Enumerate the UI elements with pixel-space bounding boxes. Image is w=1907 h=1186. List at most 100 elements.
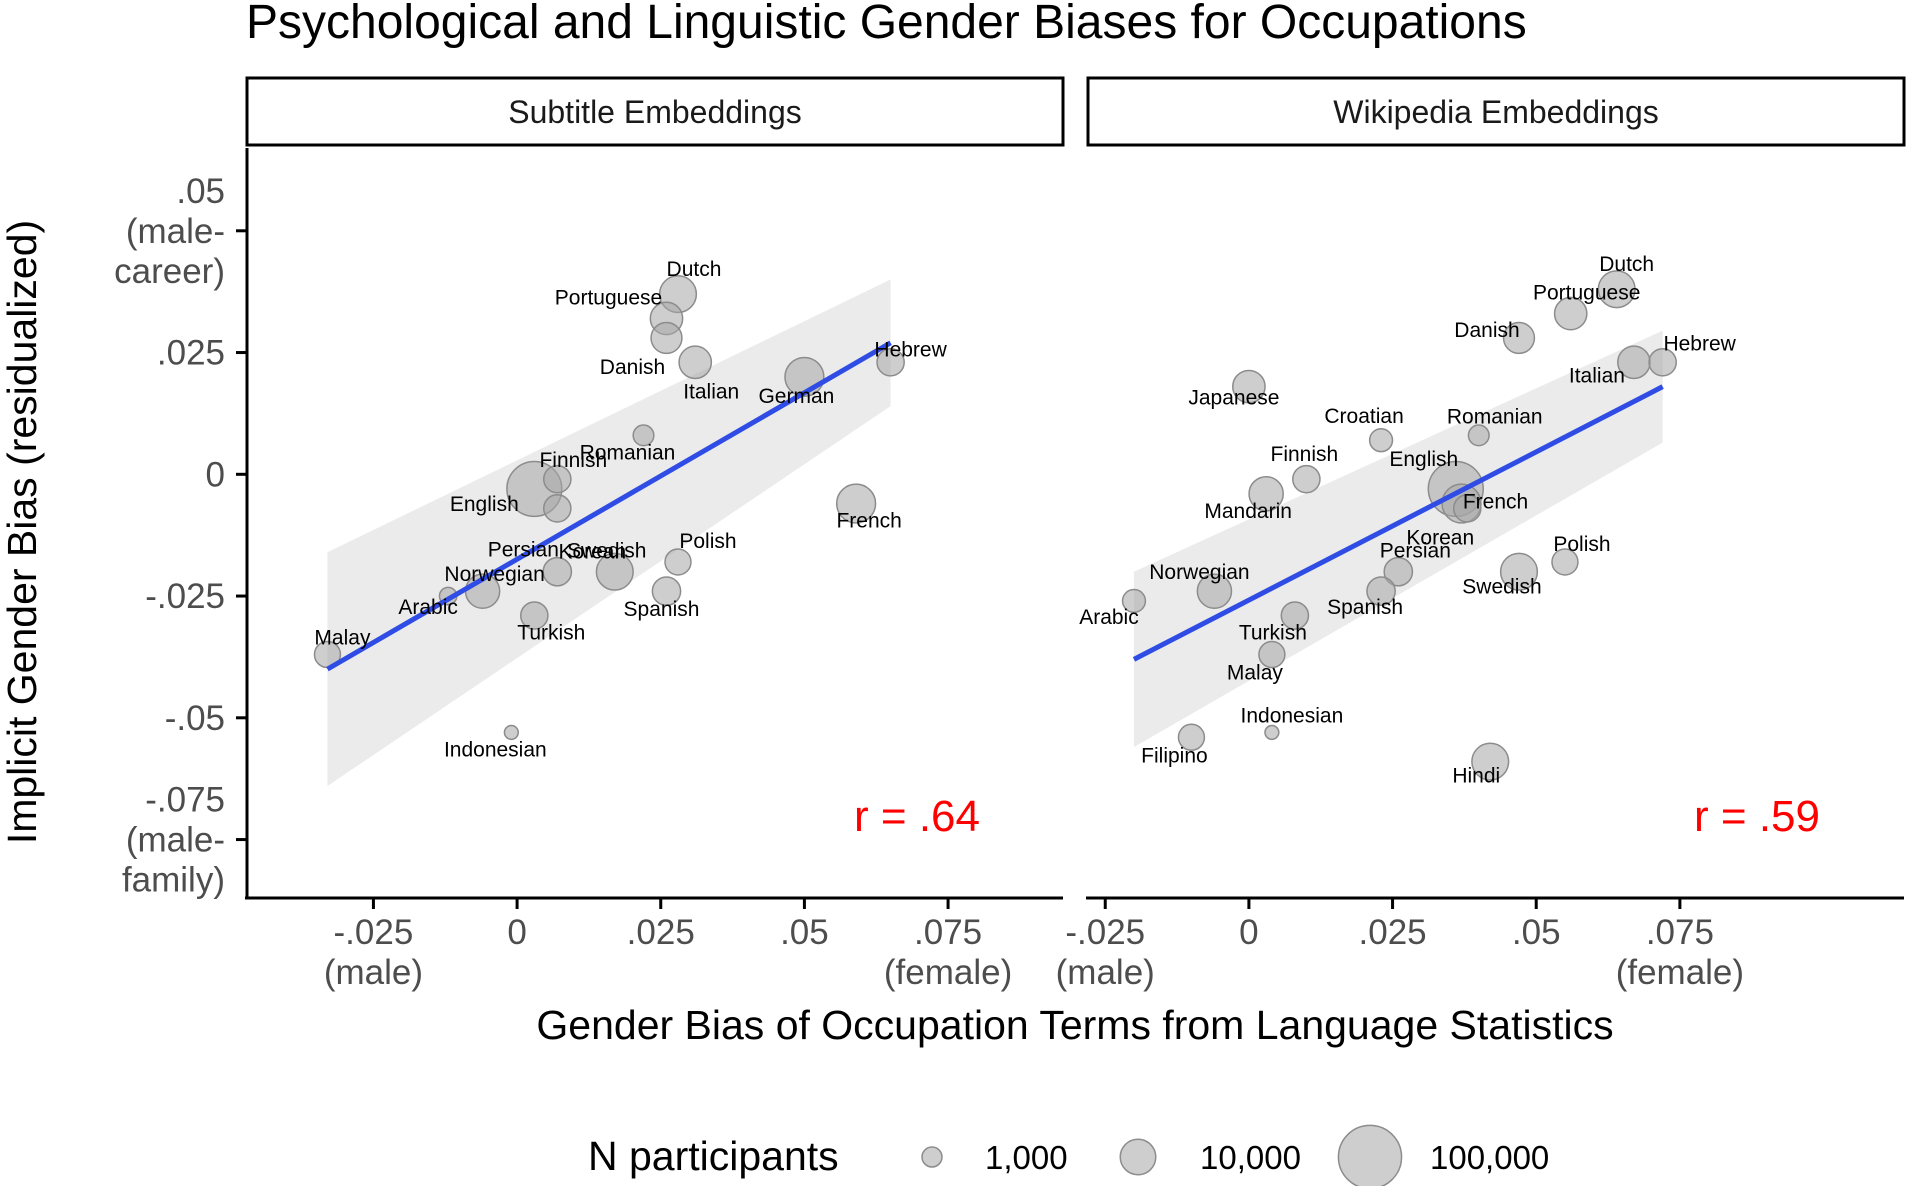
label-finnish: Finnish xyxy=(539,449,607,472)
x-tick-label: -.025 xyxy=(1065,913,1145,952)
point-french xyxy=(835,483,877,524)
point-hindi xyxy=(1471,742,1510,781)
legend-label-0: 1,000 xyxy=(985,1139,1068,1176)
label-romanian: Romanian xyxy=(1447,405,1543,428)
label-turkish: Turkish xyxy=(517,622,585,645)
regression-line xyxy=(1132,384,1664,662)
label-persian: Persian xyxy=(488,539,559,562)
point-malay xyxy=(1258,640,1286,669)
strip-subtitle xyxy=(245,76,1065,147)
y-axis-title: Implicit Gender Bias (residualized) xyxy=(0,220,45,844)
x-ticks-subtitle: -.025(male) 0 .025 .05 .075(female) xyxy=(324,898,1012,992)
label-danish: Danish xyxy=(1454,319,1519,342)
x-tick-label: .05 xyxy=(1512,913,1561,952)
x-tick-label: (female) xyxy=(1616,953,1744,992)
x-tick-label: 0 xyxy=(507,913,526,952)
label-indonesian: Indonesian xyxy=(1241,704,1344,727)
point-hebrew xyxy=(1648,347,1677,377)
x-tick-label: .025 xyxy=(627,913,695,952)
label-arabic: Arabic xyxy=(398,596,458,619)
label-english: English xyxy=(450,493,519,516)
x-tick-label: 0 xyxy=(1239,913,1258,952)
point-romanian xyxy=(1467,424,1490,447)
point-finnish xyxy=(542,464,572,494)
size-legend: N participants 1,000 10,000 100,000 xyxy=(588,1124,1549,1186)
x-tick-label: (male) xyxy=(324,953,423,992)
label-japanese: Japanese xyxy=(1188,387,1279,410)
point-japanese xyxy=(1231,369,1266,404)
point-korean xyxy=(542,494,572,523)
point-spanish xyxy=(1366,576,1396,607)
point-arabic xyxy=(1121,588,1147,614)
y-tick-label: .025 xyxy=(157,334,225,373)
regression-line xyxy=(326,340,892,672)
points-subtitle xyxy=(313,274,905,741)
point-indonesian xyxy=(1264,724,1280,741)
label-romanian: Romanian xyxy=(580,441,676,464)
facet-wikipedia: Wikipedia Embeddings Dutch Portuguese Dani… xyxy=(1056,76,1906,992)
label-dutch: Dutch xyxy=(1599,253,1654,276)
legend-key-0 xyxy=(921,1146,943,1168)
label-finnish: Finnish xyxy=(1271,443,1339,466)
label-polish: Polish xyxy=(1553,533,1610,556)
label-hindi: Hindi xyxy=(1452,765,1500,788)
label-italian: Italian xyxy=(1569,364,1625,387)
y-tick-label: .05 xyxy=(176,172,225,211)
confidence-band xyxy=(327,279,891,786)
label-norwegian: Norwegian xyxy=(444,563,544,586)
point-indonesian xyxy=(503,724,519,741)
point-korean xyxy=(1452,494,1482,523)
label-portuguese: Portuguese xyxy=(1533,282,1640,305)
legend-key-1 xyxy=(1119,1138,1157,1176)
label-polish: Polish xyxy=(679,530,736,553)
label-swedish: Swedish xyxy=(567,540,646,563)
y-tick-label: 0 xyxy=(206,455,225,494)
point-turkish xyxy=(519,601,549,630)
point-dutch xyxy=(1597,270,1636,309)
label-spanish: Spanish xyxy=(624,598,700,621)
label-german: German xyxy=(758,385,834,408)
point-portuguese xyxy=(1553,296,1588,331)
labels-wikipedia: Dutch Portuguese Danish Hebrew Italian Japane… xyxy=(1079,253,1736,787)
label-english: English xyxy=(1389,448,1458,471)
point-croatian xyxy=(1368,428,1394,453)
legend-title: N participants xyxy=(588,1133,839,1179)
y-tick-label: -.075 xyxy=(145,781,225,820)
x-tick-label: -.025 xyxy=(334,913,414,952)
y-tick-label: career) xyxy=(114,252,225,291)
ci-band-subtitle xyxy=(327,279,891,786)
x-tick-label: .075 xyxy=(1646,913,1714,952)
point-danish xyxy=(650,321,683,355)
y-axis-ticks: .05(male-career).0250-.025-.05-.075(male… xyxy=(114,172,247,900)
legend-label-2: 100,000 xyxy=(1430,1139,1549,1176)
regression-subtitle xyxy=(326,340,892,672)
strip-wikipedia xyxy=(1086,76,1906,147)
r-value-subtitle: r = .64 xyxy=(854,792,980,841)
point-romanian xyxy=(632,424,655,447)
point-persian xyxy=(1383,556,1414,587)
y-tick-label: (male- xyxy=(126,212,225,251)
label-spanish: Spanish xyxy=(1327,596,1403,619)
label-french: French xyxy=(1463,491,1528,514)
point-spanish xyxy=(651,576,682,607)
x-tick-label: (female) xyxy=(884,953,1012,992)
label-mandarin: Mandarin xyxy=(1204,500,1292,523)
point-polish xyxy=(664,548,692,576)
x-tick-label: .075 xyxy=(914,913,982,952)
label-french: French xyxy=(836,510,901,533)
y-tick-label: (male- xyxy=(126,821,225,860)
label-danish: Danish xyxy=(600,356,665,379)
label-malay: Malay xyxy=(1227,661,1284,684)
point-turkish xyxy=(1280,601,1310,630)
label-swedish: Swedish xyxy=(1462,576,1541,599)
r-value-wikipedia: r = .59 xyxy=(1694,792,1820,841)
point-swedish xyxy=(595,552,634,591)
legend-key-2 xyxy=(1337,1124,1403,1186)
x-tick-label: (male) xyxy=(1056,953,1155,992)
x-tick-label: .025 xyxy=(1359,913,1427,952)
label-filipino: Filipino xyxy=(1141,744,1208,767)
label-italian: Italian xyxy=(683,380,739,403)
label-korean: Korean xyxy=(1406,526,1474,549)
